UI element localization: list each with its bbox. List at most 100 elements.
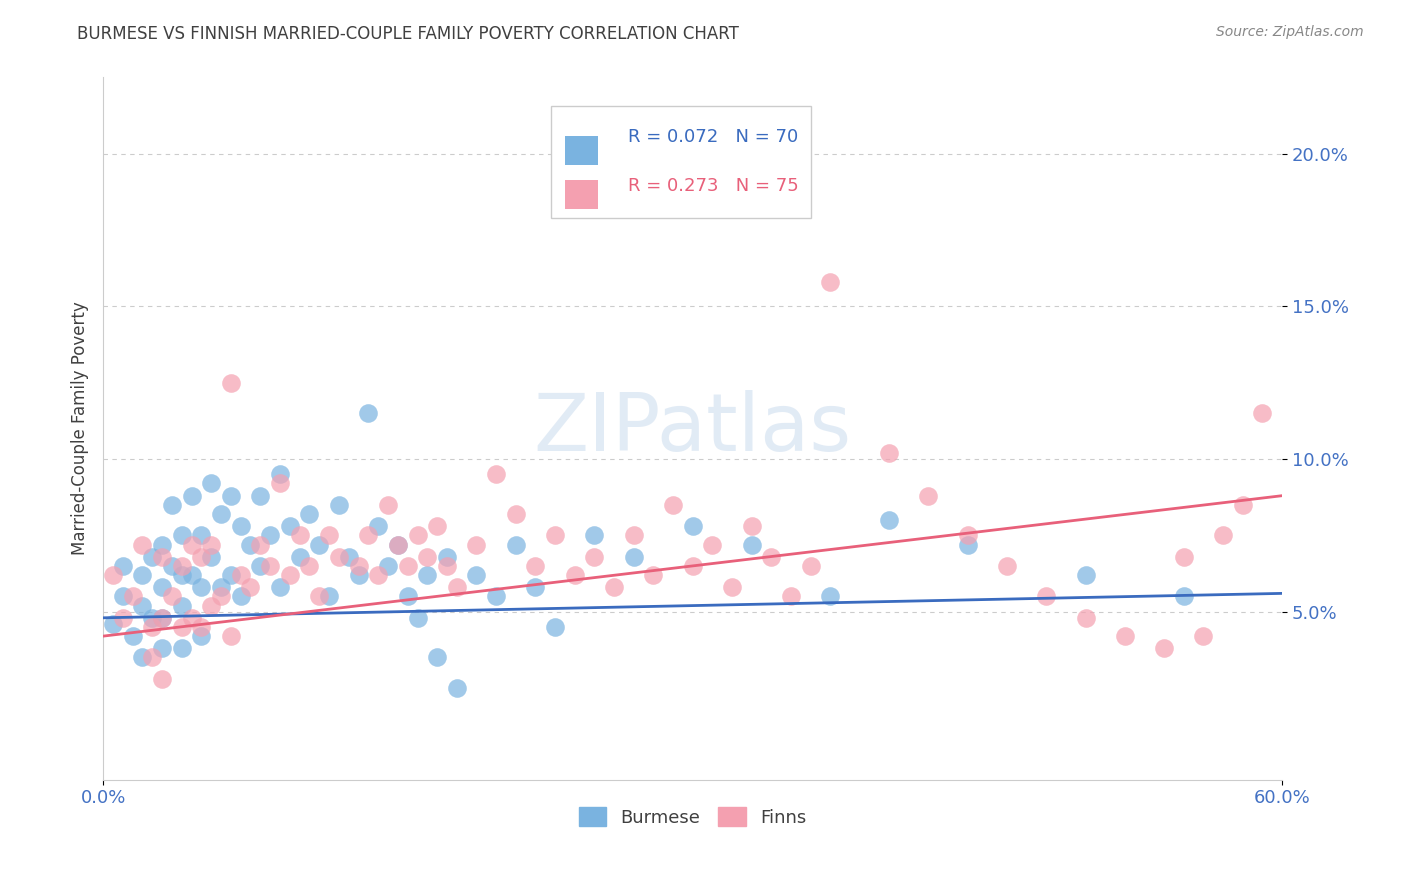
- Point: [150, 611, 173, 625]
- Point: [239, 537, 262, 551]
- Point: [190, 629, 212, 643]
- Point: [278, 568, 301, 582]
- Point: [956, 537, 979, 551]
- Point: [1114, 629, 1136, 643]
- Point: [505, 537, 527, 551]
- FancyBboxPatch shape: [565, 180, 599, 210]
- FancyBboxPatch shape: [565, 136, 599, 165]
- Point: [524, 558, 547, 573]
- Point: [1074, 611, 1097, 625]
- Point: [583, 528, 606, 542]
- Point: [377, 558, 399, 573]
- Point: [818, 590, 841, 604]
- Point: [308, 590, 330, 604]
- Point: [150, 580, 173, 594]
- Point: [209, 590, 232, 604]
- Text: R = 0.072   N = 70: R = 0.072 N = 70: [627, 128, 799, 146]
- Point: [318, 590, 340, 604]
- Point: [229, 568, 252, 582]
- Point: [544, 528, 567, 542]
- Point: [446, 681, 468, 695]
- Point: [465, 537, 488, 551]
- Point: [160, 498, 183, 512]
- Point: [917, 489, 939, 503]
- Point: [111, 611, 134, 625]
- Point: [121, 590, 143, 604]
- Point: [200, 599, 222, 613]
- Point: [219, 629, 242, 643]
- Point: [357, 406, 380, 420]
- Point: [357, 528, 380, 542]
- Point: [877, 513, 900, 527]
- Point: [180, 568, 202, 582]
- Point: [111, 558, 134, 573]
- Point: [298, 558, 321, 573]
- Point: [131, 599, 153, 613]
- Point: [1173, 590, 1195, 604]
- Point: [209, 507, 232, 521]
- Point: [298, 507, 321, 521]
- Point: [131, 650, 153, 665]
- Point: [1035, 590, 1057, 604]
- Point: [524, 580, 547, 594]
- Point: [799, 558, 821, 573]
- Point: [318, 528, 340, 542]
- Point: [623, 528, 645, 542]
- Point: [249, 489, 271, 503]
- Point: [180, 537, 202, 551]
- Point: [249, 537, 271, 551]
- Point: [190, 620, 212, 634]
- Point: [721, 580, 744, 594]
- Point: [269, 580, 291, 594]
- Point: [190, 528, 212, 542]
- Point: [219, 376, 242, 390]
- Point: [603, 580, 626, 594]
- Y-axis label: Married-Couple Family Poverty: Married-Couple Family Poverty: [72, 301, 89, 556]
- Point: [170, 568, 193, 582]
- Point: [170, 599, 193, 613]
- Point: [219, 489, 242, 503]
- Point: [367, 568, 389, 582]
- Point: [160, 558, 183, 573]
- Point: [377, 498, 399, 512]
- Point: [406, 528, 429, 542]
- Point: [150, 537, 173, 551]
- Point: [200, 476, 222, 491]
- Point: [662, 498, 685, 512]
- Text: Source: ZipAtlas.com: Source: ZipAtlas.com: [1216, 25, 1364, 39]
- Point: [111, 590, 134, 604]
- Point: [259, 528, 281, 542]
- Point: [643, 568, 665, 582]
- Point: [426, 519, 449, 533]
- Point: [1192, 629, 1215, 643]
- Point: [1212, 528, 1234, 542]
- Point: [505, 507, 527, 521]
- Point: [396, 590, 419, 604]
- Text: ZIPatlas: ZIPatlas: [533, 390, 852, 467]
- Point: [160, 590, 183, 604]
- Text: BURMESE VS FINNISH MARRIED-COUPLE FAMILY POVERTY CORRELATION CHART: BURMESE VS FINNISH MARRIED-COUPLE FAMILY…: [77, 25, 740, 43]
- Point: [995, 558, 1018, 573]
- Point: [956, 528, 979, 542]
- Point: [741, 537, 763, 551]
- FancyBboxPatch shape: [551, 105, 810, 218]
- Point: [761, 549, 783, 564]
- Point: [564, 568, 586, 582]
- Point: [337, 549, 360, 564]
- Point: [150, 549, 173, 564]
- Point: [239, 580, 262, 594]
- Point: [877, 446, 900, 460]
- Point: [200, 537, 222, 551]
- Point: [269, 467, 291, 482]
- Point: [416, 549, 439, 564]
- Point: [623, 549, 645, 564]
- Point: [485, 467, 508, 482]
- Point: [544, 620, 567, 634]
- Point: [141, 650, 163, 665]
- Point: [347, 558, 370, 573]
- Point: [1251, 406, 1274, 420]
- Point: [190, 580, 212, 594]
- Point: [1232, 498, 1254, 512]
- Point: [396, 558, 419, 573]
- Point: [436, 558, 458, 573]
